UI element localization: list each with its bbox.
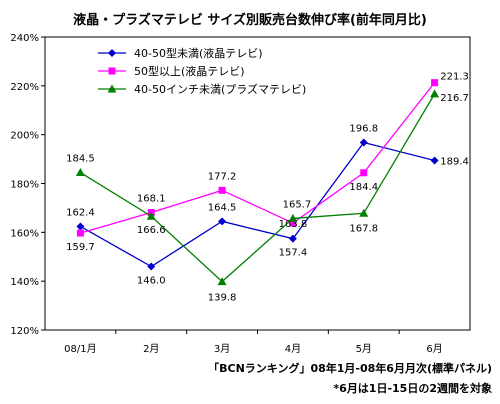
data-point bbox=[75, 168, 85, 177]
x-tick-label: 2月 bbox=[143, 343, 159, 355]
data-point bbox=[360, 169, 368, 177]
data-label: 164.5 bbox=[208, 202, 237, 213]
legend-label: 40-50インチ未満(プラズマテレビ) bbox=[134, 82, 306, 96]
x-tick-label: 4月 bbox=[285, 343, 301, 355]
data-label: 184.4 bbox=[349, 182, 378, 193]
y-tick-label: 120% bbox=[10, 326, 39, 337]
data-label: 146.0 bbox=[137, 276, 166, 287]
data-label: 157.4 bbox=[279, 248, 308, 259]
data-point bbox=[430, 156, 439, 165]
x-tick-label: 3月 bbox=[214, 343, 230, 355]
y-tick-label: 200% bbox=[10, 131, 39, 142]
legend-marker bbox=[108, 67, 116, 75]
data-point bbox=[76, 222, 85, 231]
legend-marker bbox=[107, 84, 117, 93]
data-point bbox=[288, 234, 297, 243]
data-point bbox=[76, 229, 84, 237]
data-label: 159.7 bbox=[66, 242, 95, 253]
plot-frame bbox=[44, 36, 471, 331]
data-label: 162.4 bbox=[66, 207, 95, 218]
data-label: 163.8 bbox=[279, 219, 308, 230]
data-point bbox=[217, 277, 227, 286]
data-point bbox=[288, 213, 298, 222]
data-label: 167.8 bbox=[349, 223, 378, 234]
data-point bbox=[218, 186, 226, 194]
footnote: *6月は1日-15日の2週間を対象 bbox=[333, 382, 492, 395]
data-point bbox=[146, 211, 156, 220]
data-label: 189.4 bbox=[440, 157, 469, 168]
data-point bbox=[359, 138, 368, 147]
data-point bbox=[218, 217, 227, 226]
data-label: 168.1 bbox=[137, 194, 166, 205]
data-label: 177.2 bbox=[208, 171, 237, 182]
y-tick-label: 240% bbox=[10, 33, 39, 44]
data-point bbox=[431, 79, 439, 87]
data-label: 196.8 bbox=[349, 123, 378, 134]
y-tick-label: 160% bbox=[10, 228, 39, 239]
data-label: 166.6 bbox=[137, 225, 166, 236]
data-label: 184.5 bbox=[66, 154, 95, 165]
x-tick-label: 5月 bbox=[356, 343, 372, 355]
x-tick-label: 08/1月 bbox=[64, 343, 96, 355]
series-line bbox=[80, 93, 436, 283]
y-tick-label: 220% bbox=[10, 82, 39, 93]
series-line bbox=[80, 141, 435, 268]
legend-label: 40-50型未満(液晶テレビ) bbox=[134, 46, 263, 60]
data-label: 216.7 bbox=[440, 93, 469, 104]
data-point bbox=[147, 262, 156, 271]
data-label: 165.7 bbox=[283, 199, 312, 210]
data-point bbox=[430, 89, 440, 98]
series-line bbox=[80, 82, 436, 234]
source-note: 「BCNランキング」08年1月-08年6月月次(標準パネル) bbox=[208, 362, 492, 375]
y-tick-label: 140% bbox=[10, 277, 39, 288]
legend-label: 50型以上(液晶テレビ) bbox=[134, 64, 245, 78]
data-label: 221.3 bbox=[440, 72, 469, 83]
legend-marker bbox=[108, 49, 116, 57]
data-point bbox=[289, 219, 297, 227]
x-tick-label: 6月 bbox=[426, 343, 442, 355]
data-label: 139.8 bbox=[208, 293, 237, 304]
y-tick-label: 180% bbox=[10, 180, 39, 191]
chart-title: 液晶・プラズマテレビ サイズ別販売台数伸び率(前年同月比) bbox=[73, 13, 427, 28]
data-point bbox=[359, 208, 369, 217]
